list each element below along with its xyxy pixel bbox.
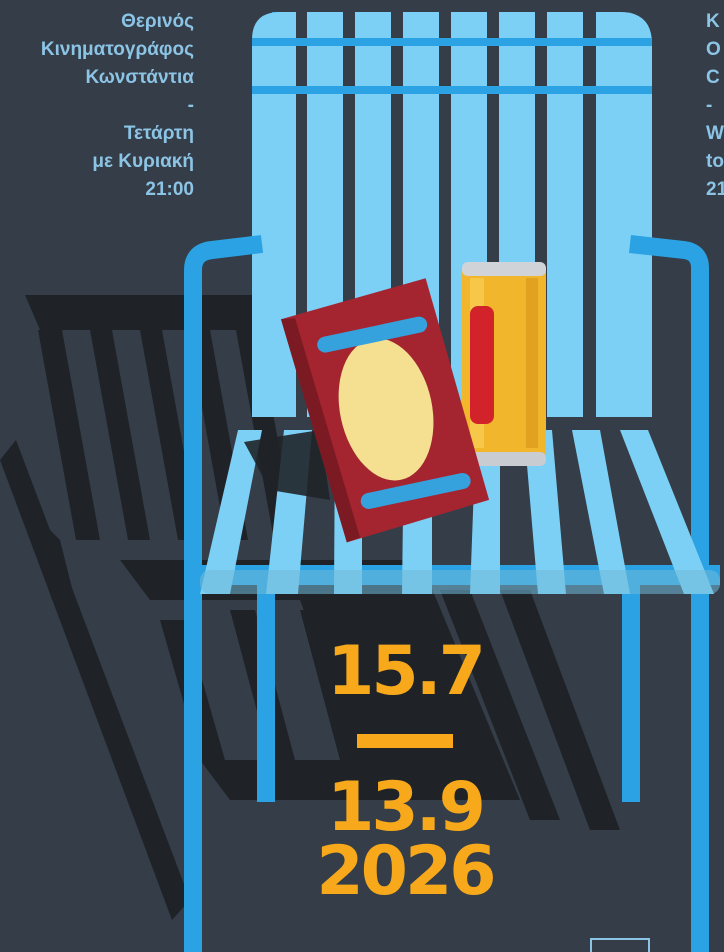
year: 2026 bbox=[316, 832, 496, 911]
days-line: με Κυριακή bbox=[92, 151, 194, 172]
venue-line: Κωνστάντια bbox=[85, 67, 194, 88]
info-line: W bbox=[706, 123, 724, 144]
info-line: to bbox=[706, 151, 724, 172]
venue-line: Κινηματογράφος bbox=[40, 39, 194, 60]
info-line: K bbox=[706, 11, 720, 32]
info-line: O bbox=[706, 39, 721, 60]
logo-icon bbox=[590, 938, 650, 952]
chair-frame bbox=[184, 235, 709, 952]
venue-line: Θερινός bbox=[121, 11, 194, 32]
separator: - bbox=[706, 95, 713, 116]
beer-can bbox=[462, 262, 546, 466]
festival-dates: 15.7 13.9 2026 bbox=[250, 632, 560, 911]
time-line: 21:00 bbox=[145, 179, 194, 200]
info-line: C bbox=[706, 67, 720, 88]
date-dash bbox=[357, 734, 453, 748]
chip-bag bbox=[281, 278, 490, 543]
separator: - bbox=[187, 95, 194, 116]
schedule-info-english: K O C - W to 21 bbox=[706, 8, 724, 204]
days-line: Τετάρτη bbox=[123, 123, 194, 144]
start-date: 15.7 bbox=[327, 632, 486, 711]
end-date: 13.9 bbox=[327, 768, 486, 847]
schedule-info-greek: Θερινός Κινηματογράφος Κωνστάντια - Τετά… bbox=[41, 8, 194, 204]
info-line: 21 bbox=[706, 179, 724, 200]
